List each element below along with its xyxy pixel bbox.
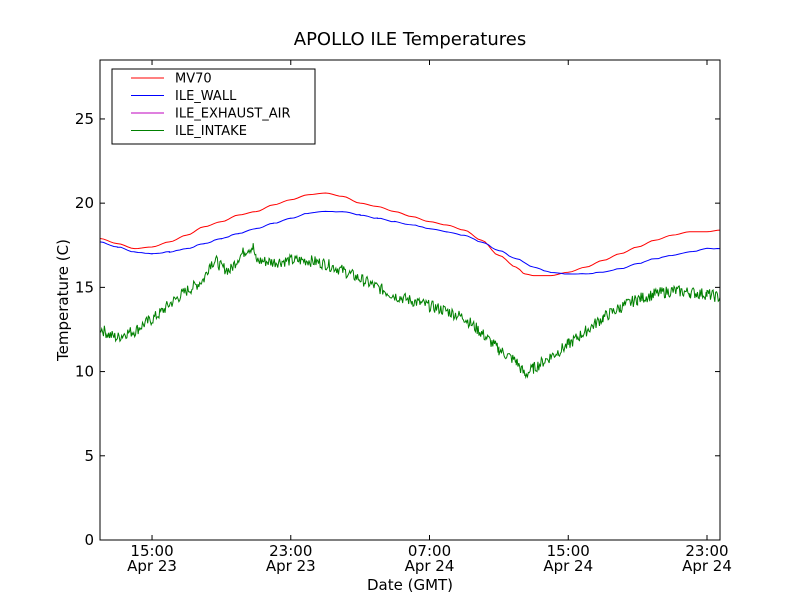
y-tick-label: 20 <box>75 194 94 212</box>
x-tick-label-date: Apr 24 <box>682 557 732 575</box>
x-tick-label-date: Apr 24 <box>405 557 455 575</box>
plot-frame <box>99 59 721 541</box>
y-tick-label: 25 <box>75 110 94 128</box>
x-tick-label-date: Apr 23 <box>266 557 316 575</box>
legend-label: MV70 <box>175 72 212 87</box>
x-tick-label-time: 07:00 <box>408 542 451 560</box>
series-layer <box>99 192 721 380</box>
x-tick-label-time: 23:00 <box>269 542 312 560</box>
legend-label: ILE_INTAKE <box>175 124 247 139</box>
chart-title: APOLLO ILE Temperatures <box>294 29 526 50</box>
x-tick-label-time: 23:00 <box>685 542 728 560</box>
x-tick-label-date: Apr 24 <box>543 557 593 575</box>
x-tick-label-date: Apr 23 <box>127 557 177 575</box>
y-axis: 0 5 10 15 20 25 <box>75 110 720 549</box>
series-line-ile-intake <box>99 243 721 380</box>
x-tick-label-time: 15:00 <box>130 542 173 560</box>
legend-label: ILE_EXHAUST_AIR <box>175 107 291 122</box>
legend-label: ILE_WALL <box>175 89 237 104</box>
y-tick-label: 10 <box>75 363 94 381</box>
series-line-ile-wall <box>99 210 721 275</box>
y-axis-label: Temperature (C) <box>54 239 72 362</box>
y-tick-label: 0 <box>84 531 94 549</box>
plot-area <box>99 59 721 541</box>
y-tick-label: 5 <box>84 447 94 465</box>
y-tick-label: 15 <box>75 278 94 296</box>
x-axis-label: Date (GMT) <box>367 576 453 594</box>
series-line-mv70 <box>99 192 721 277</box>
legend-box <box>111 68 316 145</box>
legend: MV70 ILE_WALL ILE_EXHAUST_AIR ILE_INTAKE <box>111 68 316 145</box>
x-tick-label-time: 15:00 <box>547 542 590 560</box>
